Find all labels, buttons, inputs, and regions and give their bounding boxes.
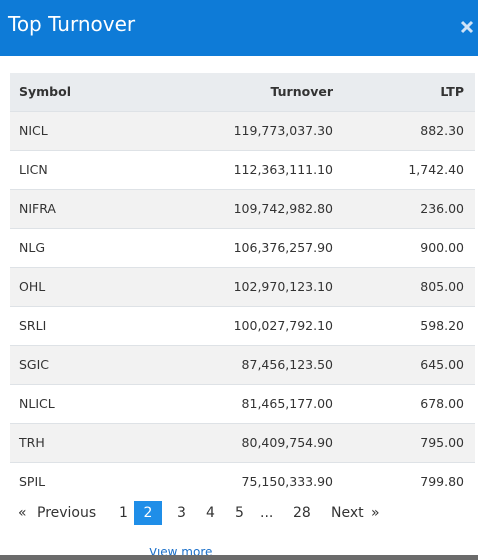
table-cell: 882.30 (420, 123, 464, 138)
table-cell: 112,363,111.10 (233, 162, 333, 177)
table-cell: 799.80 (420, 474, 464, 489)
table-cell: TRH (19, 435, 45, 450)
footer: View more (0, 548, 478, 560)
table-row: NLG 106,376,257.90 900.00 (10, 228, 475, 267)
table-cell: 102,970,123.10 (233, 279, 333, 294)
view-more-link[interactable]: View more (149, 548, 213, 559)
close-icon (460, 20, 474, 34)
page-number[interactable]: 3 (177, 505, 186, 521)
table-cell: 87,456,123.50 (241, 357, 333, 372)
close-button[interactable] (460, 20, 474, 34)
column-header: LTP (440, 84, 464, 99)
table-header-row: Symbol Turnover LTP (10, 73, 475, 111)
table-cell: SPIL (19, 474, 46, 489)
table-cell: OHL (19, 279, 46, 294)
table-row: NIFRA 109,742,982.80 236.00 (10, 189, 475, 228)
next-page[interactable]: Next (331, 505, 364, 521)
table-cell: 795.00 (420, 435, 464, 450)
page-number[interactable]: 4 (206, 505, 215, 521)
table-cell: NICL (19, 123, 48, 138)
modal-header: Top Turnover (0, 0, 478, 56)
table-row: OHL 102,970,123.10 805.00 (10, 267, 475, 306)
table-row: SPIL 75,150,333.90 799.80 (10, 462, 475, 501)
page-number[interactable]: 5 (235, 505, 244, 521)
table-cell: NIFRA (19, 201, 56, 216)
table-cell: 80,409,754.90 (241, 435, 333, 450)
modal-title: Top Turnover (8, 12, 136, 36)
table-cell: 106,376,257.90 (233, 240, 333, 255)
table-cell: 81,465,177.00 (241, 396, 333, 411)
backdrop (0, 555, 478, 560)
column-header: Turnover (270, 84, 334, 99)
table-cell: 75,150,333.90 (241, 474, 333, 489)
table-cell: 119,773,037.30 (233, 123, 333, 138)
last-page[interactable]: » (371, 505, 380, 521)
table-row: SRLI 100,027,792.10 598.20 (10, 306, 475, 345)
previous-page[interactable]: Previous (37, 505, 97, 521)
table-row: TRH 80,409,754.90 795.00 (10, 423, 475, 462)
page-number[interactable]: 2 (134, 501, 162, 525)
page-number[interactable]: 1 (119, 505, 128, 521)
table-cell: NLG (19, 240, 46, 255)
table-row: NLICL 81,465,177.00 678.00 (10, 384, 475, 423)
table-cell: 678.00 (420, 396, 464, 411)
table-cell: 805.00 (420, 279, 464, 294)
table-row: LICN 112,363,111.10 1,742.40 (10, 150, 475, 189)
table-cell: 109,742,982.80 (233, 201, 333, 216)
page-number[interactable]: ... (260, 505, 274, 521)
table-cell: NLICL (19, 396, 55, 411)
table-cell: 1,742.40 (408, 162, 464, 177)
table-cell: SGIC (19, 357, 50, 372)
column-header: Symbol (19, 84, 71, 99)
table-row: NICL 119,773,037.30 882.30 (10, 111, 475, 150)
table-cell: SRLI (19, 318, 47, 333)
table-cell: 100,027,792.10 (233, 318, 333, 333)
table-cell: 598.20 (420, 318, 464, 333)
page-number[interactable]: 28 (293, 505, 311, 521)
table-cell: 645.00 (420, 357, 464, 372)
table-cell: 236.00 (420, 201, 464, 216)
table-row: SGIC 87,456,123.50 645.00 (10, 345, 475, 384)
first-page[interactable]: « (18, 505, 27, 521)
table-cell: LICN (19, 162, 48, 177)
table-cell: 900.00 (420, 240, 464, 255)
